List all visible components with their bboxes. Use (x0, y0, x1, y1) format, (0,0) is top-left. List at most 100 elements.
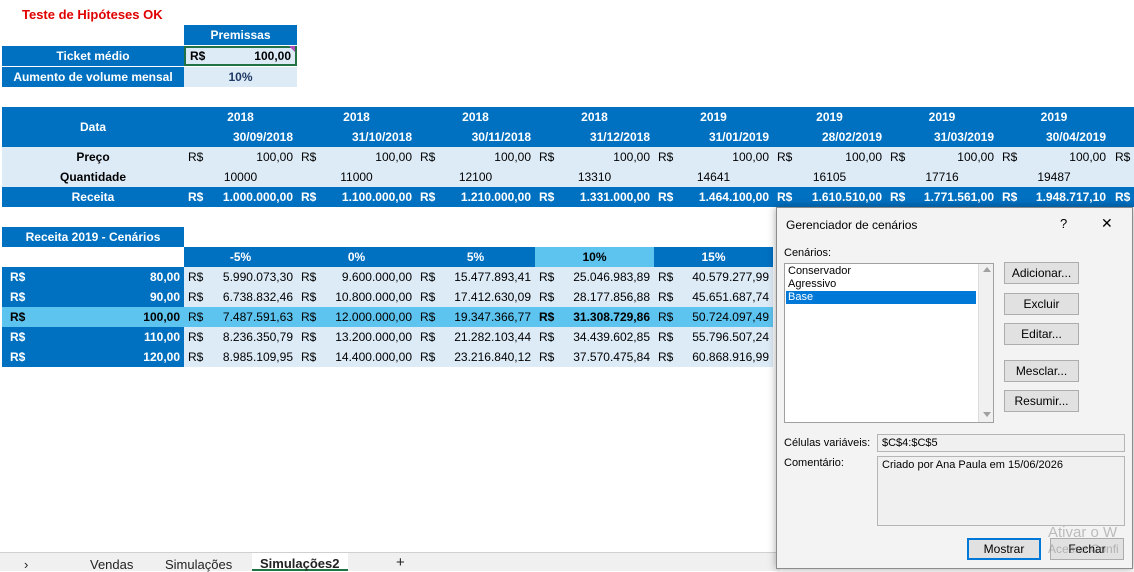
tab-simulacoes[interactable]: Simulações (165, 557, 233, 572)
year-cell[interactable]: 2018 (462, 110, 489, 124)
scenarios-listbox[interactable]: Conservador Agressivo Base (784, 263, 994, 423)
price-cell[interactable]: R$ 100,00 (539, 150, 650, 164)
scenario-list-item[interactable]: Agressivo (788, 278, 837, 290)
price-cell[interactable]: R$ 100,00 (188, 150, 293, 164)
scenario-value[interactable]: R$ 37.570.475,84 (539, 350, 650, 364)
price-cell[interactable]: R$ 100,00 (1002, 150, 1106, 164)
scenario-value[interactable]: R$ 9.600.000,00 (301, 270, 412, 284)
premissas-header[interactable]: Premissas (184, 25, 297, 45)
revenue-cell[interactable]: R$ 1.948.717,10 (1002, 190, 1106, 204)
scenario-value[interactable]: R$ 19.347.366,77 (420, 310, 531, 324)
scenario-value[interactable]: R$ 12.000.000,00 (301, 310, 412, 324)
chevron-right-icon[interactable]: › (24, 557, 29, 572)
date-cell[interactable]: 31/01/2019 (708, 130, 769, 144)
price-cell-overflow[interactable]: R$ (1115, 150, 1131, 164)
tab-simulacoes2[interactable]: Simulações2 (252, 553, 348, 571)
date-cell[interactable]: 28/02/2019 (821, 130, 882, 144)
add-scenario-button[interactable]: Adicionar... (1004, 262, 1079, 284)
date-cell[interactable]: 31/10/2018 (351, 130, 412, 144)
scenario-row-label[interactable]: R$ 120,00 (10, 350, 180, 364)
qty-cell[interactable]: 12100 (458, 170, 493, 184)
date-cell[interactable]: 30/04/2019 (1045, 130, 1106, 144)
summary-button[interactable]: Resumir... (1004, 390, 1079, 412)
year-cell[interactable]: 2019 (816, 110, 843, 124)
scenario-list-item[interactable]: Conservador (788, 265, 851, 277)
volume-value[interactable]: 10% (184, 67, 297, 87)
scenario-col-header[interactable]: 15% (654, 247, 773, 267)
scenario-value[interactable]: R$ 7.487.591,63 (188, 310, 293, 324)
delete-scenario-button[interactable]: Excluir (1004, 293, 1079, 315)
qty-label[interactable]: Quantidade (59, 170, 126, 184)
scenario-row-label[interactable]: R$ 90,00 (10, 290, 180, 304)
comment-field[interactable]: Criado por Ana Paula em 15/06/2026 (877, 456, 1125, 526)
scenario-col-header[interactable]: 5% (416, 247, 535, 267)
listbox-scrollbar[interactable] (978, 264, 993, 422)
scenarios-title[interactable]: Receita 2019 - Cenários (2, 227, 184, 247)
year-cell[interactable]: 2018 (581, 110, 608, 124)
year-cell[interactable]: 2019 (1040, 110, 1068, 124)
revenue-cell[interactable]: R$ 1.771.561,00 (890, 190, 994, 204)
scenario-row-label[interactable]: R$ 80,00 (10, 270, 180, 284)
scenario-list-item-selected[interactable]: Base (786, 291, 976, 304)
date-cell[interactable]: 31/03/2019 (933, 130, 994, 144)
scenario-value-base-highlight[interactable]: R$ 31.308.729,86 (539, 310, 650, 324)
scenario-value[interactable]: R$ 25.046.983,89 (539, 270, 650, 284)
price-cell[interactable]: R$ 100,00 (420, 150, 531, 164)
scenario-value[interactable]: R$ 21.282.103,44 (420, 330, 531, 344)
scenario-value[interactable]: R$ 55.796.507,24 (658, 330, 769, 344)
price-label[interactable]: Preço (76, 150, 110, 164)
scenario-value[interactable]: R$ 34.439.602,85 (539, 330, 650, 344)
qty-cell[interactable]: 10000 (223, 170, 258, 184)
scroll-down-icon[interactable] (983, 412, 991, 417)
edit-scenario-button[interactable]: Editar... (1004, 323, 1079, 345)
scenario-value[interactable]: R$ 15.477.893,41 (420, 270, 531, 284)
ticket-medio-value[interactable]: R$ 100,00 (184, 46, 297, 66)
scenario-value[interactable]: R$ 50.724.097,49 (658, 310, 769, 324)
date-cell[interactable]: 31/12/2018 (589, 130, 650, 144)
scenario-value[interactable]: R$ 45.651.687,74 (658, 290, 769, 304)
scenario-row-label-base[interactable]: R$ 100,00 (10, 310, 180, 324)
qty-cell[interactable]: 11000 (340, 170, 373, 184)
show-button[interactable]: Mostrar (967, 538, 1041, 560)
scenario-value[interactable]: R$ 60.868.916,99 (658, 350, 769, 364)
scenario-value[interactable]: R$ 5.990.073,30 (188, 270, 293, 284)
revenue-cell[interactable]: R$ 1.100.000,00 (301, 190, 412, 204)
scenario-value[interactable]: R$ 28.177.856,88 (539, 290, 650, 304)
tab-vendas[interactable]: Vendas (90, 557, 134, 572)
revenue-cell[interactable]: R$ 1.610.510,00 (777, 190, 882, 204)
scenario-value[interactable]: R$ 8.236.350,79 (188, 330, 293, 344)
add-sheet-button[interactable]: + (396, 554, 405, 571)
revenue-cell[interactable]: R$ 1.210.000,00 (420, 190, 531, 204)
help-icon[interactable]: ? (1060, 216, 1068, 231)
revenue-cell[interactable]: R$ 1.000.000,00 (188, 190, 293, 204)
scenario-value[interactable]: R$ 10.800.000,00 (301, 290, 412, 304)
year-cell[interactable]: 2019 (700, 110, 727, 124)
scenario-col-header[interactable]: -5% (184, 247, 297, 267)
revenue-label[interactable]: Receita (71, 190, 115, 204)
date-cell[interactable]: 30/09/2018 (232, 130, 293, 144)
revenue-cell[interactable]: R$ 1.331.000,00 (539, 190, 650, 204)
price-cell[interactable]: R$ 100,00 (301, 150, 412, 164)
price-cell[interactable]: R$ 100,00 (890, 150, 994, 164)
ticket-medio-label[interactable]: Ticket médio (2, 46, 184, 66)
scenario-value[interactable]: R$ 17.412.630,09 (420, 290, 531, 304)
scenario-value[interactable]: R$ 13.200.000,00 (301, 330, 412, 344)
scenario-col-header-active[interactable]: 10% (535, 247, 654, 267)
year-cell[interactable]: 2019 (928, 110, 956, 124)
qty-cell[interactable]: 19487 (1037, 170, 1071, 184)
scenario-value[interactable]: R$ 40.579.277,99 (658, 270, 769, 284)
scenario-value[interactable]: R$ 23.216.840,12 (420, 350, 531, 364)
price-cell[interactable]: R$ 100,00 (658, 150, 769, 164)
close-dialog-button[interactable]: Fechar (1050, 538, 1124, 560)
qty-cell[interactable]: 13310 (577, 170, 612, 184)
scenario-value[interactable]: R$ 14.400.000,00 (301, 350, 412, 364)
revenue-cell-overflow[interactable]: R$ (1115, 190, 1131, 204)
qty-cell[interactable]: 14641 (696, 170, 731, 184)
changing-cells-field[interactable]: $C$4:$C$5 (877, 434, 1125, 452)
merge-scenarios-button[interactable]: Mesclar... (1004, 360, 1079, 382)
scenario-row-label[interactable]: R$ 110,00 (10, 330, 180, 344)
volume-label[interactable]: Aumento de volume mensal (2, 67, 184, 87)
scenario-value[interactable]: R$ 6.738.832,46 (188, 290, 293, 304)
year-cell[interactable]: 2018 (343, 110, 370, 124)
revenue-cell[interactable]: R$ 1.464.100,00 (658, 190, 769, 204)
